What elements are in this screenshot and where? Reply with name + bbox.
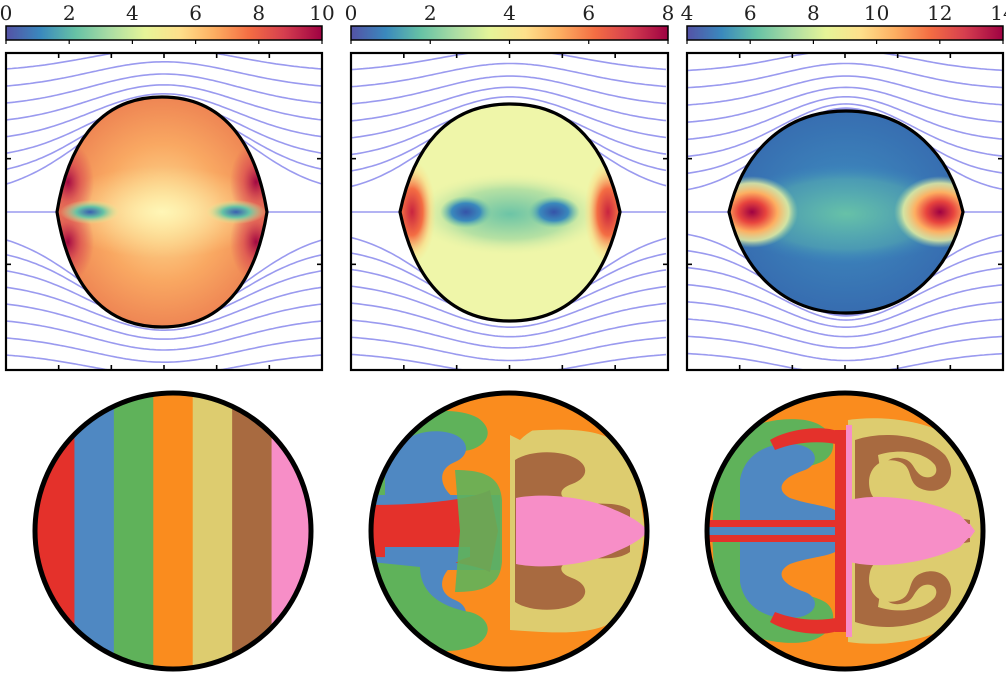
streamline: [351, 319, 667, 349]
stripe: [192, 393, 233, 669]
streamline: [6, 286, 322, 331]
streamline: [687, 107, 1003, 191]
circle-outline-2: [368, 390, 650, 672]
colorbar-tick-labels: 024681002468468101214: [0, 1, 1006, 44]
drop-outline-3: [727, 109, 965, 315]
streamlines-2: [351, 53, 667, 389]
colorbar-1-tick-label: 8: [252, 1, 265, 25]
streamline: [687, 53, 1003, 72]
mixing-circle-3: [704, 390, 986, 672]
colorbar-2: [350, 25, 669, 41]
colorbar-1-tick-label: 2: [63, 1, 76, 25]
colorbar-3-tick-label: 12: [927, 1, 952, 25]
mixing-circle-2: [368, 390, 650, 672]
colorbar-3-tick-label: 14: [990, 1, 1006, 25]
streamline: [687, 62, 1003, 89]
stripe: [74, 393, 115, 669]
drop-outline-1: [55, 95, 269, 329]
panel-ticks-3: [687, 53, 1003, 370]
streamline: [687, 283, 1003, 328]
drop-1: [57, 97, 267, 327]
streamline: [351, 336, 667, 362]
colorbar-2-tick-label: 2: [424, 1, 437, 25]
field-panel-1: [4, 51, 324, 389]
stripe: [153, 393, 194, 669]
streamline: [351, 302, 667, 338]
stripe: [232, 393, 273, 669]
colorbar-2-tick-label: 0: [345, 1, 358, 25]
streamline: [6, 372, 321, 389]
colorbar-2-tick-label: 8: [662, 1, 675, 25]
streamline: [687, 352, 1003, 370]
streamline: [351, 96, 667, 139]
colorbars: 024681002468468101214: [0, 1, 1006, 44]
streamline: [351, 75, 667, 105]
panel-ticks-1: [6, 53, 322, 370]
panel-ticks-2: [351, 53, 668, 370]
streamline: [6, 337, 322, 363]
colorbar-3-tick-label: 4: [681, 1, 694, 25]
streamline: [351, 372, 666, 389]
streamline: [6, 84, 322, 121]
colorbar-3-tick-label: 8: [807, 1, 820, 25]
colorbar-2-tick-label: 4: [503, 1, 516, 25]
colorbar-1-tick-label: 4: [126, 1, 139, 25]
streamline: [6, 93, 322, 138]
streamline: [351, 285, 667, 328]
colorbar-3-tick-label: 6: [744, 1, 757, 25]
colorbar-3: [686, 25, 1004, 41]
colorbar-1-tick-label: 6: [189, 1, 202, 25]
circle-outline-3: [704, 390, 986, 672]
streamline: [6, 320, 322, 351]
colorbar-1: [5, 25, 323, 41]
streamline: [687, 371, 1002, 389]
colorbar-1-tick-label: 0: [0, 1, 12, 25]
colorbar-2-tick-label: 6: [582, 1, 595, 25]
streamline: [687, 75, 1003, 106]
streamline: [687, 249, 1003, 317]
colorbar-1-tick-label: 10: [309, 1, 334, 25]
field-panel-2: [349, 51, 670, 389]
field-panel-3: [685, 51, 1005, 389]
streamline: [687, 86, 1003, 123]
mixing-circle-1: [32, 390, 314, 672]
stripe: [271, 393, 311, 669]
drop-outline-2: [398, 102, 622, 323]
circle-outline-1: [32, 390, 314, 672]
streamline: [687, 318, 1003, 349]
drop-3: [729, 111, 963, 313]
stripe: [35, 393, 75, 669]
streamline: [351, 53, 667, 71]
streamline: [6, 354, 322, 370]
streamline: [687, 301, 1003, 338]
streamline: [351, 62, 667, 88]
streamline: [687, 96, 1003, 141]
drop-2: [400, 104, 620, 321]
streamline: [687, 266, 1003, 321]
streamline: [351, 86, 667, 122]
streamlines-3: [687, 53, 1003, 389]
stripe: [113, 393, 154, 669]
streamline: [6, 61, 322, 87]
streamline: [6, 303, 322, 340]
streamline: [6, 53, 322, 70]
streamline: [687, 335, 1003, 362]
streamline: [6, 73, 322, 104]
colorbar-3-tick-label: 10: [864, 1, 889, 25]
streamline: [687, 103, 1003, 158]
streamline: [351, 353, 667, 370]
